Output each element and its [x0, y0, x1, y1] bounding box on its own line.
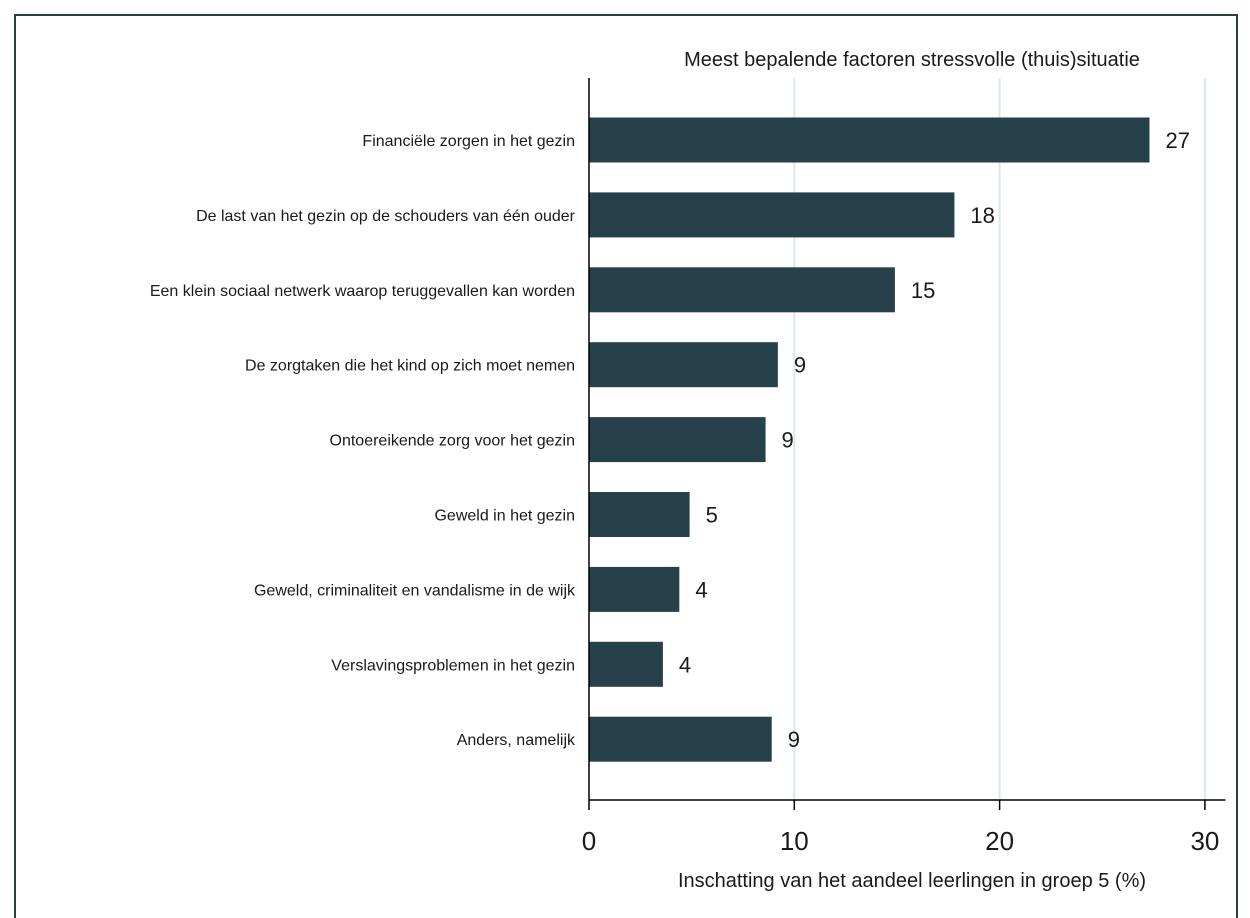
category-label: De last van het gezin op de schouders va…: [196, 208, 576, 225]
x-tick-label: 10: [780, 826, 809, 856]
value-label: 4: [695, 577, 707, 602]
category-label: Een klein sociaal netwerk waarop terugge…: [150, 283, 575, 300]
bar-2: [589, 192, 955, 238]
value-label: 27: [1165, 128, 1189, 153]
x-tick-label: 20: [985, 826, 1014, 856]
category-label: Ontoereikende zorg voor het gezin: [330, 433, 575, 450]
value-label: 5: [706, 503, 718, 528]
value-label: 9: [782, 428, 794, 453]
bar-5: [589, 417, 766, 463]
chart-title: Meest bepalende factoren stressvolle (th…: [684, 49, 1140, 71]
value-label: 9: [794, 353, 806, 378]
x-axis-label: Inschatting van het aandeel leerlingen i…: [678, 870, 1146, 892]
category-label: Financiële zorgen in het gezin: [362, 133, 575, 150]
bar-1: [589, 117, 1150, 163]
category-label: Anders, namelijk: [457, 732, 576, 749]
value-label: 4: [679, 652, 691, 677]
bar-4: [589, 342, 778, 388]
x-tick-label: 30: [1190, 826, 1219, 856]
category-label: Geweld, criminaliteit en vandalisme in d…: [254, 582, 576, 599]
category-label: De zorgtaken die het kind op zich moet n…: [245, 358, 575, 375]
value-label: 9: [788, 727, 800, 752]
bar-7: [589, 566, 680, 612]
category-label: Geweld in het gezin: [434, 508, 575, 525]
bar-6: [589, 492, 690, 537]
bar-3: [589, 267, 895, 313]
x-tick-label: 0: [582, 826, 596, 856]
bar-9: [589, 716, 772, 762]
category-label: Verslavingsproblemen in het gezin: [331, 657, 575, 674]
value-label: 15: [911, 278, 935, 303]
value-label: 18: [970, 203, 994, 228]
chart-frame: [14, 14, 1238, 918]
bar-8: [589, 641, 663, 687]
